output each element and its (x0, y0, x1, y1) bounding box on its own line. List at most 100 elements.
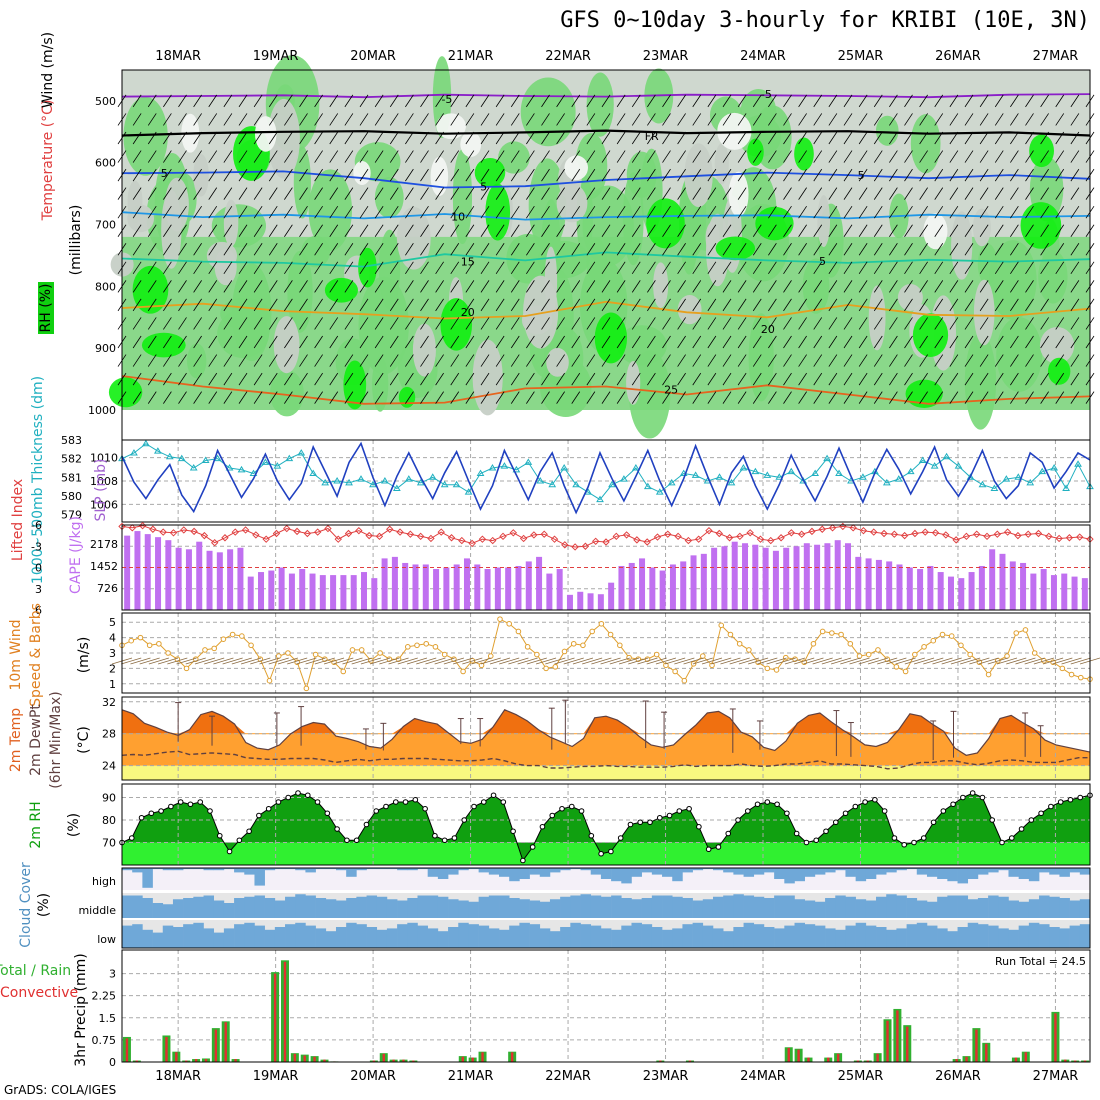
rh-marker (451, 835, 458, 841)
rh-marker (500, 799, 507, 805)
wind-barb (480, 168, 490, 182)
wind-barb (647, 113, 656, 126)
wind-barb (208, 94, 218, 108)
wind-barb (934, 335, 944, 349)
wind-barb (329, 187, 339, 200)
cloud-cell-low (977, 924, 989, 948)
li-marker (283, 524, 291, 533)
wind-barb (616, 150, 626, 163)
wind-barb (253, 168, 263, 182)
surface-wind-barb (766, 657, 787, 665)
wind-barb (223, 113, 233, 126)
precip-conv-bar (412, 1060, 415, 1062)
wind-barb (889, 94, 898, 108)
li-tick: -6 (31, 519, 42, 532)
wind-barb (495, 391, 505, 404)
wind-barb (904, 354, 913, 367)
surface-wind-barb (923, 657, 944, 665)
rh-blob-dry (127, 180, 143, 223)
rh-marker (823, 828, 829, 835)
wind-barb (571, 280, 581, 293)
wind-speed-marker (865, 651, 872, 658)
li-marker (643, 538, 651, 546)
wind-barb (1055, 187, 1065, 200)
thickness-marker (715, 473, 724, 480)
rh-marker (216, 832, 223, 839)
rh-marker (656, 814, 663, 821)
wind-barb (828, 205, 838, 219)
wind-barb (556, 280, 565, 293)
wind-barb (389, 391, 399, 404)
wind-barb (737, 131, 747, 145)
chart-title: GFS 0~10day 3-hourly for KRIBI (10E, 3N) (560, 8, 1090, 33)
wind-barb (858, 205, 868, 219)
temp-line (121, 709, 1091, 756)
wind-barb (314, 261, 323, 275)
slp-tick: 1008 (90, 475, 118, 488)
thickness-marker (464, 488, 473, 495)
wind-barb (586, 113, 596, 126)
wind-barb (253, 131, 263, 145)
surface-wind-barb (563, 657, 584, 665)
precip-conv-bar (224, 1022, 227, 1062)
rh-marker (207, 808, 213, 814)
surface-wind-barb (157, 657, 179, 665)
surface-wind-barb (674, 657, 695, 665)
rh-line (121, 792, 1091, 862)
wind-barb (223, 150, 233, 163)
wind-barb (752, 372, 762, 386)
cloud-cell-middle (702, 899, 714, 918)
thickness-marker (799, 477, 808, 484)
wind-barb (873, 205, 883, 219)
wind-barb (677, 243, 686, 256)
cloud-cell-low (845, 925, 856, 948)
wind-barb (450, 187, 460, 200)
wind-barb (1055, 335, 1065, 349)
date-label-top: 21MAR (448, 49, 494, 64)
wind-barb (571, 150, 581, 163)
wind-barb (858, 168, 868, 182)
precip-conv-bar (896, 1010, 899, 1062)
rh-marker (559, 805, 565, 812)
wind-barb (873, 224, 883, 237)
wind-barb (949, 168, 959, 182)
wind-barb (889, 391, 898, 404)
wind-barb (556, 94, 565, 108)
wind-barb (420, 113, 429, 126)
wind-barb (253, 113, 263, 126)
cloud-cell-low (468, 924, 479, 948)
surface-wind-barb (950, 657, 972, 665)
wind-barb (223, 261, 233, 275)
cloud-cell-high (397, 868, 408, 871)
wind-barb (586, 94, 596, 108)
rh-marker (363, 821, 370, 828)
wind-barb (571, 224, 581, 237)
cloud-cell-high (172, 868, 184, 871)
cloud-cell-high (723, 868, 734, 873)
wind-barb (1055, 131, 1065, 145)
li-marker (1045, 532, 1053, 541)
date-label-bottom: 18MAR (155, 1069, 201, 1084)
wind-barb (284, 224, 293, 237)
wind-barb (268, 150, 278, 163)
wind-barb (828, 335, 838, 349)
wind-barb (601, 261, 611, 275)
thickness-marker (142, 439, 150, 447)
cloud-cell-middle (651, 895, 663, 918)
wind-barb (344, 187, 354, 200)
wind-barb (178, 372, 187, 386)
wind-barb (480, 243, 490, 256)
surface-wind-barb (121, 657, 142, 665)
cape-bar (350, 575, 357, 610)
cape-bar (206, 550, 213, 610)
wind-barb (541, 205, 550, 219)
cloud-cell-high (386, 868, 398, 870)
wind-barb (934, 261, 944, 275)
wind-barb (1025, 243, 1034, 256)
cloud-cell-low (937, 928, 948, 948)
cloud-cell-low (631, 922, 642, 948)
cloud-cell-middle (590, 895, 602, 918)
cape-bar (639, 558, 646, 610)
wind-barb (964, 372, 974, 386)
wind-barb (631, 261, 641, 275)
